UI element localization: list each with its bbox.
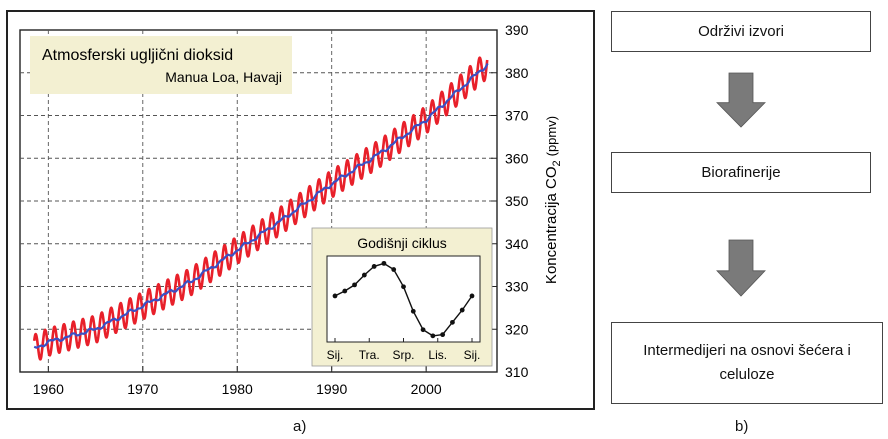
y-tick-label: 340 (505, 236, 529, 252)
inset-point (361, 272, 367, 278)
series-monthly (32, 56, 489, 361)
inset-point (420, 327, 426, 333)
inset-tick-label: Sij. (464, 348, 481, 362)
flow-box-label-1: Održivi izvori (698, 22, 784, 40)
inset-title: Godišnji ciklus (357, 235, 446, 251)
panel-label-b: b) (735, 418, 749, 435)
y-tick-label: 350 (505, 193, 529, 209)
panel-label-a: a) (293, 418, 307, 435)
inset-point (352, 282, 357, 288)
y-tick-label: 360 (505, 150, 529, 166)
x-tick-label: 1980 (222, 381, 253, 397)
inset-point (430, 333, 436, 339)
inset-series (332, 260, 475, 339)
trend-co2-line (33, 62, 489, 349)
y-tick-label: 390 (505, 22, 529, 38)
chart-title-box (30, 36, 292, 94)
inset-tick-label: Lis. (428, 348, 447, 362)
inset-point (371, 264, 377, 269)
inset-point (401, 284, 406, 290)
flow-box-sustainable-sources: Održivi izvori (611, 11, 871, 52)
y-tick-label: 310 (505, 364, 529, 380)
monthly-co2-line (32, 56, 489, 361)
x-tick-label: 1990 (316, 381, 347, 397)
y-tick-label: 380 (505, 65, 529, 81)
x-tick-label: 2000 (411, 381, 442, 397)
flow-arrows (716, 72, 766, 297)
inset-tick-label: Tra. (359, 348, 380, 362)
x-axis: 1960 1970 1980 1990 2000 (33, 366, 442, 397)
inset-plot-area (326, 255, 481, 343)
y-tick-label: 320 (505, 321, 529, 337)
chart-subtitle: Manua Loa, Havaji (165, 69, 282, 85)
inset-point (450, 319, 455, 325)
inset-point (381, 260, 387, 266)
inset-tick-label: Srp. (392, 348, 414, 362)
flow-box-label-2: Biorafinerije (701, 163, 781, 181)
inset-point (391, 267, 397, 272)
y-axis: 310 320 330 340 350 360 370 380 390 (491, 22, 529, 380)
x-tick-label: 1960 (33, 381, 64, 397)
inset-tick-label: Sij. (327, 348, 344, 362)
y-axis-label-main: Koncentracija CO (543, 167, 560, 285)
inset-point (459, 307, 465, 313)
y-axis-label-sub: 2 (551, 160, 563, 166)
flow-box-biorefineries: Biorafinerije (611, 152, 871, 193)
y-tick-label: 370 (505, 108, 529, 124)
flow-arrow (716, 72, 766, 128)
inset-point (469, 293, 475, 299)
y-axis-label: Koncentracija CO2 (ppmv) (543, 116, 563, 284)
flow-arrow (716, 239, 766, 297)
flow-box-intermediates: Intermedijeri na osnovi šećera i celuloz… (611, 322, 883, 404)
inset-point (440, 332, 446, 338)
series-trend (33, 62, 489, 349)
inset-point (410, 308, 416, 314)
panel-a-frame (6, 10, 595, 410)
annual-cycle-inset: Godišnji ciklus Sij. Tra. Srp. Lis. Sij. (311, 227, 493, 367)
x-tick-label: 1970 (127, 381, 158, 397)
chart-title: Atmosferski ugljični dioksid (42, 47, 233, 64)
y-axis-label-unit: (ppmv) (544, 116, 559, 156)
inset-point (332, 293, 338, 299)
inset-point (342, 288, 348, 294)
flow-box-label-3: Intermedijeri na osnovi šećera i celuloz… (643, 342, 851, 383)
inset-x-axis: Sij. Tra. Srp. Lis. Sij. (327, 338, 481, 362)
y-tick-label: 330 (505, 279, 529, 295)
